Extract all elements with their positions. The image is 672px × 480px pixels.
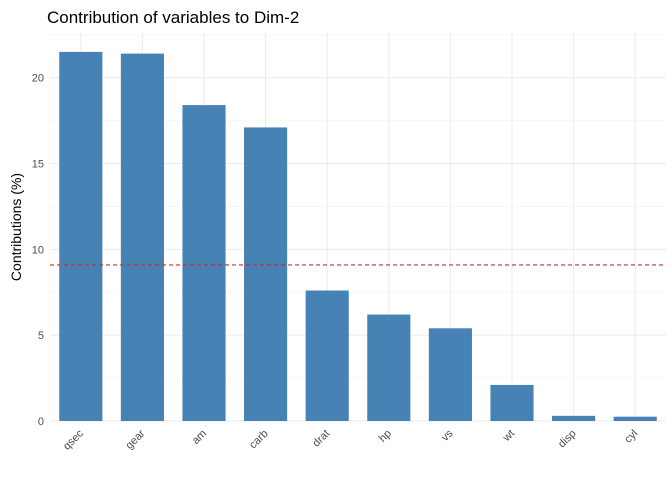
x-tick-label-wt: wt [500, 428, 517, 445]
x-tick-label-cyl: cyl [622, 428, 640, 446]
bar-hp [367, 314, 411, 421]
bar-wt [490, 384, 534, 421]
bar-am [182, 105, 226, 421]
y-tick-label: 15 [32, 158, 44, 170]
x-tick-label-carb: carb [247, 428, 271, 452]
bar-disp [552, 415, 596, 421]
x-tick-label-am: am [190, 428, 209, 447]
y-tick-label: 0 [38, 416, 44, 428]
bar-carb [244, 127, 288, 422]
x-tick-label-vs: vs [439, 427, 456, 444]
x-tick-label-gear: gear [123, 427, 147, 451]
x-tick-label-hp: hp [377, 428, 394, 445]
y-tick-label: 10 [32, 244, 44, 256]
bar-vs [428, 328, 472, 421]
x-tick-label-drat: drat [310, 428, 332, 450]
y-tick-label: 5 [38, 330, 44, 342]
plot-area: 0 5 10 15 20 qsec gear am carb drat hp vs wt disp cyl [32, 33, 666, 453]
bar-drat [305, 290, 349, 421]
x-tick-label-qsec: qsec [61, 427, 86, 452]
y-axis-label: Contributions (%) [8, 173, 24, 281]
chart-title: Contribution of variables to Dim-2 [47, 8, 299, 27]
bar-gear [120, 53, 164, 421]
bar-cyl [613, 416, 657, 421]
bar-qsec [59, 51, 103, 422]
x-tick-label-disp: disp [556, 428, 579, 451]
y-tick-label: 20 [32, 73, 44, 85]
